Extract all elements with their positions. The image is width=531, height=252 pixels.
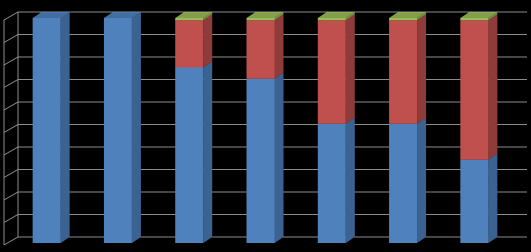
bar-top — [460, 12, 498, 18]
bar-segment-side — [488, 14, 498, 160]
bar-segment-side — [60, 12, 70, 243]
bar-segment — [389, 123, 418, 243]
bar-segment-side — [274, 12, 284, 21]
bar-segment-side — [417, 12, 427, 21]
bar-segment-side — [488, 153, 498, 243]
bar-segment-side — [488, 12, 498, 21]
bar-segment — [246, 78, 275, 243]
bar-top — [246, 12, 284, 18]
bar-segment-side — [203, 12, 213, 21]
bar-segment — [317, 123, 346, 243]
bar-segment — [389, 20, 418, 124]
bar-segment-side — [345, 117, 355, 243]
bar-segment-side — [417, 117, 427, 243]
bar-segment-side — [203, 61, 213, 243]
bar-top — [389, 12, 427, 18]
bar-segment — [460, 159, 489, 243]
bar-segment — [246, 20, 275, 79]
bar-segment-side — [417, 14, 427, 124]
bar-segment-side — [274, 72, 284, 243]
bar-top — [32, 12, 70, 18]
bar-top — [175, 12, 213, 18]
bar-segment-side — [131, 12, 141, 243]
bar-segment-side — [203, 14, 213, 68]
bar-segment — [317, 18, 346, 21]
bar-segment — [460, 20, 489, 160]
bar-segment — [175, 18, 204, 21]
bar-segment — [460, 18, 489, 21]
bar-segment-side — [274, 14, 284, 79]
bar-top — [317, 12, 355, 18]
bar-segment — [175, 67, 204, 243]
bar-segment — [389, 18, 418, 21]
bar-top — [103, 12, 141, 18]
bar-segment — [103, 18, 132, 243]
bar-segment-side — [345, 14, 355, 124]
bar-segment — [175, 20, 204, 68]
bar-segment — [32, 18, 61, 243]
bar-segment — [246, 18, 275, 21]
bar-segment-side — [345, 12, 355, 21]
bar-segment — [317, 20, 346, 124]
